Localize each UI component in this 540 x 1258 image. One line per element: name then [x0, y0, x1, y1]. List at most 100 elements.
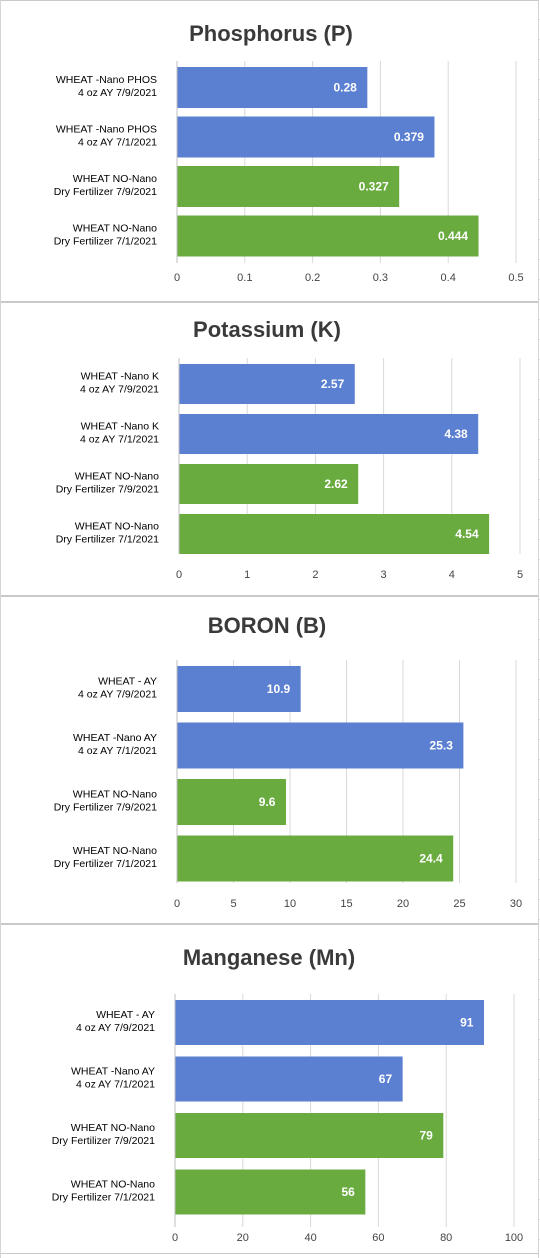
- bar-value-label: 91: [460, 1016, 474, 1030]
- x-tick-label: 0.1: [237, 272, 252, 284]
- category-label: WHEAT NO-Nano: [75, 471, 159, 483]
- category-label: Dry Fertilizer 7/9/2021: [52, 1135, 155, 1147]
- category-label: WHEAT -Nano AY: [73, 732, 157, 744]
- bar: [179, 414, 479, 454]
- category-label: WHEAT NO-Nano: [73, 789, 157, 801]
- category-label: 4 oz AY 7/9/2021: [76, 1022, 155, 1034]
- bar-value-label: 2.57: [321, 377, 345, 391]
- category-label: Dry Fertilizer 7/1/2021: [52, 1192, 155, 1204]
- x-tick-label: 25: [453, 898, 465, 910]
- category-label: WHEAT NO-Nano: [73, 845, 157, 857]
- phosphorus-chart-panel[interactable]: Phosphorus (P) 0 0.1 0.2 0.3 0.4 0.5 0.28 WHEAT…: [1, 0, 538, 302]
- bar: [177, 835, 454, 882]
- bar: [177, 67, 368, 108]
- category-label: 4 oz AY 7/1/2021: [76, 1079, 155, 1091]
- sheet-right-edge: [538, 0, 539, 1258]
- category-label: WHEAT -Nano PHOS: [56, 124, 157, 136]
- category-label: 4 oz AY 7/9/2021: [78, 689, 157, 701]
- category-label: WHEAT NO-Nano: [71, 1179, 155, 1191]
- sheet-left-edge: [0, 0, 1, 1258]
- category-label: Dry Fertilizer 7/9/2021: [54, 802, 157, 814]
- category-label: WHEAT NO-Nano: [73, 223, 157, 235]
- bar: [179, 514, 490, 554]
- bar: [175, 1000, 484, 1045]
- bar: [175, 1113, 444, 1158]
- category-label: Dry Fertilizer 7/1/2021: [54, 858, 157, 870]
- chart-title: Potassium (K): [193, 317, 341, 342]
- category-label: 4 oz AY 7/9/2021: [80, 384, 159, 396]
- bar-value-label: 9.6: [259, 795, 276, 809]
- category-label: Dry Fertilizer 7/1/2021: [56, 534, 159, 546]
- bar-value-label: 56: [341, 1185, 355, 1199]
- x-tick-label: 1: [244, 569, 250, 581]
- bar: [177, 722, 464, 769]
- x-tick-label: 0: [176, 569, 182, 581]
- bar-value-label: 24.4: [419, 852, 443, 866]
- bar: [179, 364, 355, 404]
- bar-value-label: 4.54: [455, 527, 479, 541]
- chart-title: Manganese (Mn): [183, 945, 355, 970]
- category-label: Dry Fertilizer 7/9/2021: [54, 186, 157, 198]
- x-tick-label: 0.4: [441, 272, 456, 284]
- x-tick-label: 5: [230, 898, 236, 910]
- bar-value-label: 25.3: [430, 739, 454, 753]
- bar-value-label: 0.444: [438, 229, 468, 243]
- x-tick-label: 40: [304, 1232, 316, 1244]
- category-label: 4 oz AY 7/9/2021: [78, 87, 157, 99]
- bar-value-label: 2.62: [324, 477, 348, 491]
- bar-value-label: 0.327: [359, 180, 389, 194]
- x-tick-label: 0: [172, 1232, 178, 1244]
- bar: [177, 215, 479, 257]
- x-tick-label: 0.5: [508, 272, 523, 284]
- bar: [177, 779, 286, 825]
- bar-value-label: 79: [419, 1129, 433, 1143]
- manganese-chart-panel[interactable]: Manganese (Mn) 0 20 40 60 80 100 91 WHEAT - AY 4…: [1, 924, 538, 1254]
- bar-value-label: 0.28: [333, 81, 357, 95]
- category-label: WHEAT - AY: [96, 1009, 155, 1021]
- category-label: 4 oz AY 7/1/2021: [78, 137, 157, 149]
- category-label: 4 oz AY 7/1/2021: [78, 745, 157, 757]
- chart-title: Phosphorus (P): [189, 21, 353, 46]
- bar-value-label: 67: [379, 1072, 393, 1086]
- category-label: WHEAT -Nano AY: [71, 1066, 155, 1078]
- x-tick-label: 0: [174, 898, 180, 910]
- bar-value-label: 10.9: [267, 682, 291, 696]
- x-tick-label: 4: [449, 569, 455, 581]
- category-label: WHEAT -Nano K: [81, 371, 159, 383]
- x-tick-label: 20: [237, 1232, 249, 1244]
- bar-value-label: 0.379: [394, 130, 424, 144]
- category-label: WHEAT NO-Nano: [71, 1122, 155, 1134]
- x-tick-label: 5: [517, 569, 523, 581]
- category-label: 4 oz AY 7/1/2021: [80, 434, 159, 446]
- boron-chart-panel[interactable]: BORON (B) 0 5 10 15 20 25 30 10.9 WHEAT - AY 4 oz…: [1, 596, 538, 924]
- category-label: WHEAT -Nano PHOS: [56, 74, 157, 86]
- x-tick-label: 60: [372, 1232, 384, 1244]
- category-label: WHEAT - AY: [98, 676, 157, 688]
- bar: [179, 464, 359, 504]
- phosphorus-chart: Phosphorus (P) 0 0.1 0.2 0.3 0.4 0.5 0.28 WHEAT…: [54, 21, 524, 284]
- category-label: WHEAT NO-Nano: [73, 173, 157, 185]
- category-label: Dry Fertilizer 7/9/2021: [56, 484, 159, 496]
- bar: [175, 1056, 403, 1102]
- x-tick-label: 2: [312, 569, 318, 581]
- x-tick-label: 0: [174, 272, 180, 284]
- bar-value-label: 4.38: [444, 427, 468, 441]
- bar: [175, 1169, 366, 1215]
- chart-title: BORON (B): [208, 613, 327, 638]
- category-label: WHEAT -Nano K: [81, 421, 159, 433]
- bar: [177, 166, 400, 207]
- x-tick-label: 80: [440, 1232, 452, 1244]
- x-tick-label: 100: [505, 1232, 523, 1244]
- category-label: WHEAT NO-Nano: [75, 521, 159, 533]
- x-tick-label: 3: [381, 569, 387, 581]
- category-label: Dry Fertilizer 7/1/2021: [54, 236, 157, 248]
- x-tick-label: 10: [284, 898, 296, 910]
- bar: [177, 116, 435, 158]
- x-tick-label: 0.2: [305, 272, 320, 284]
- x-tick-label: 0.3: [373, 272, 388, 284]
- bar: [177, 666, 301, 712]
